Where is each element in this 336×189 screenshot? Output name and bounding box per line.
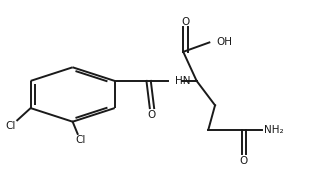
Text: Cl: Cl: [76, 135, 86, 145]
Text: HN: HN: [175, 76, 191, 86]
Text: NH₂: NH₂: [263, 125, 283, 135]
Text: OH: OH: [217, 37, 233, 47]
Text: O: O: [240, 156, 248, 166]
Text: O: O: [148, 110, 156, 120]
Text: O: O: [181, 17, 190, 27]
Text: Cl: Cl: [5, 121, 16, 131]
